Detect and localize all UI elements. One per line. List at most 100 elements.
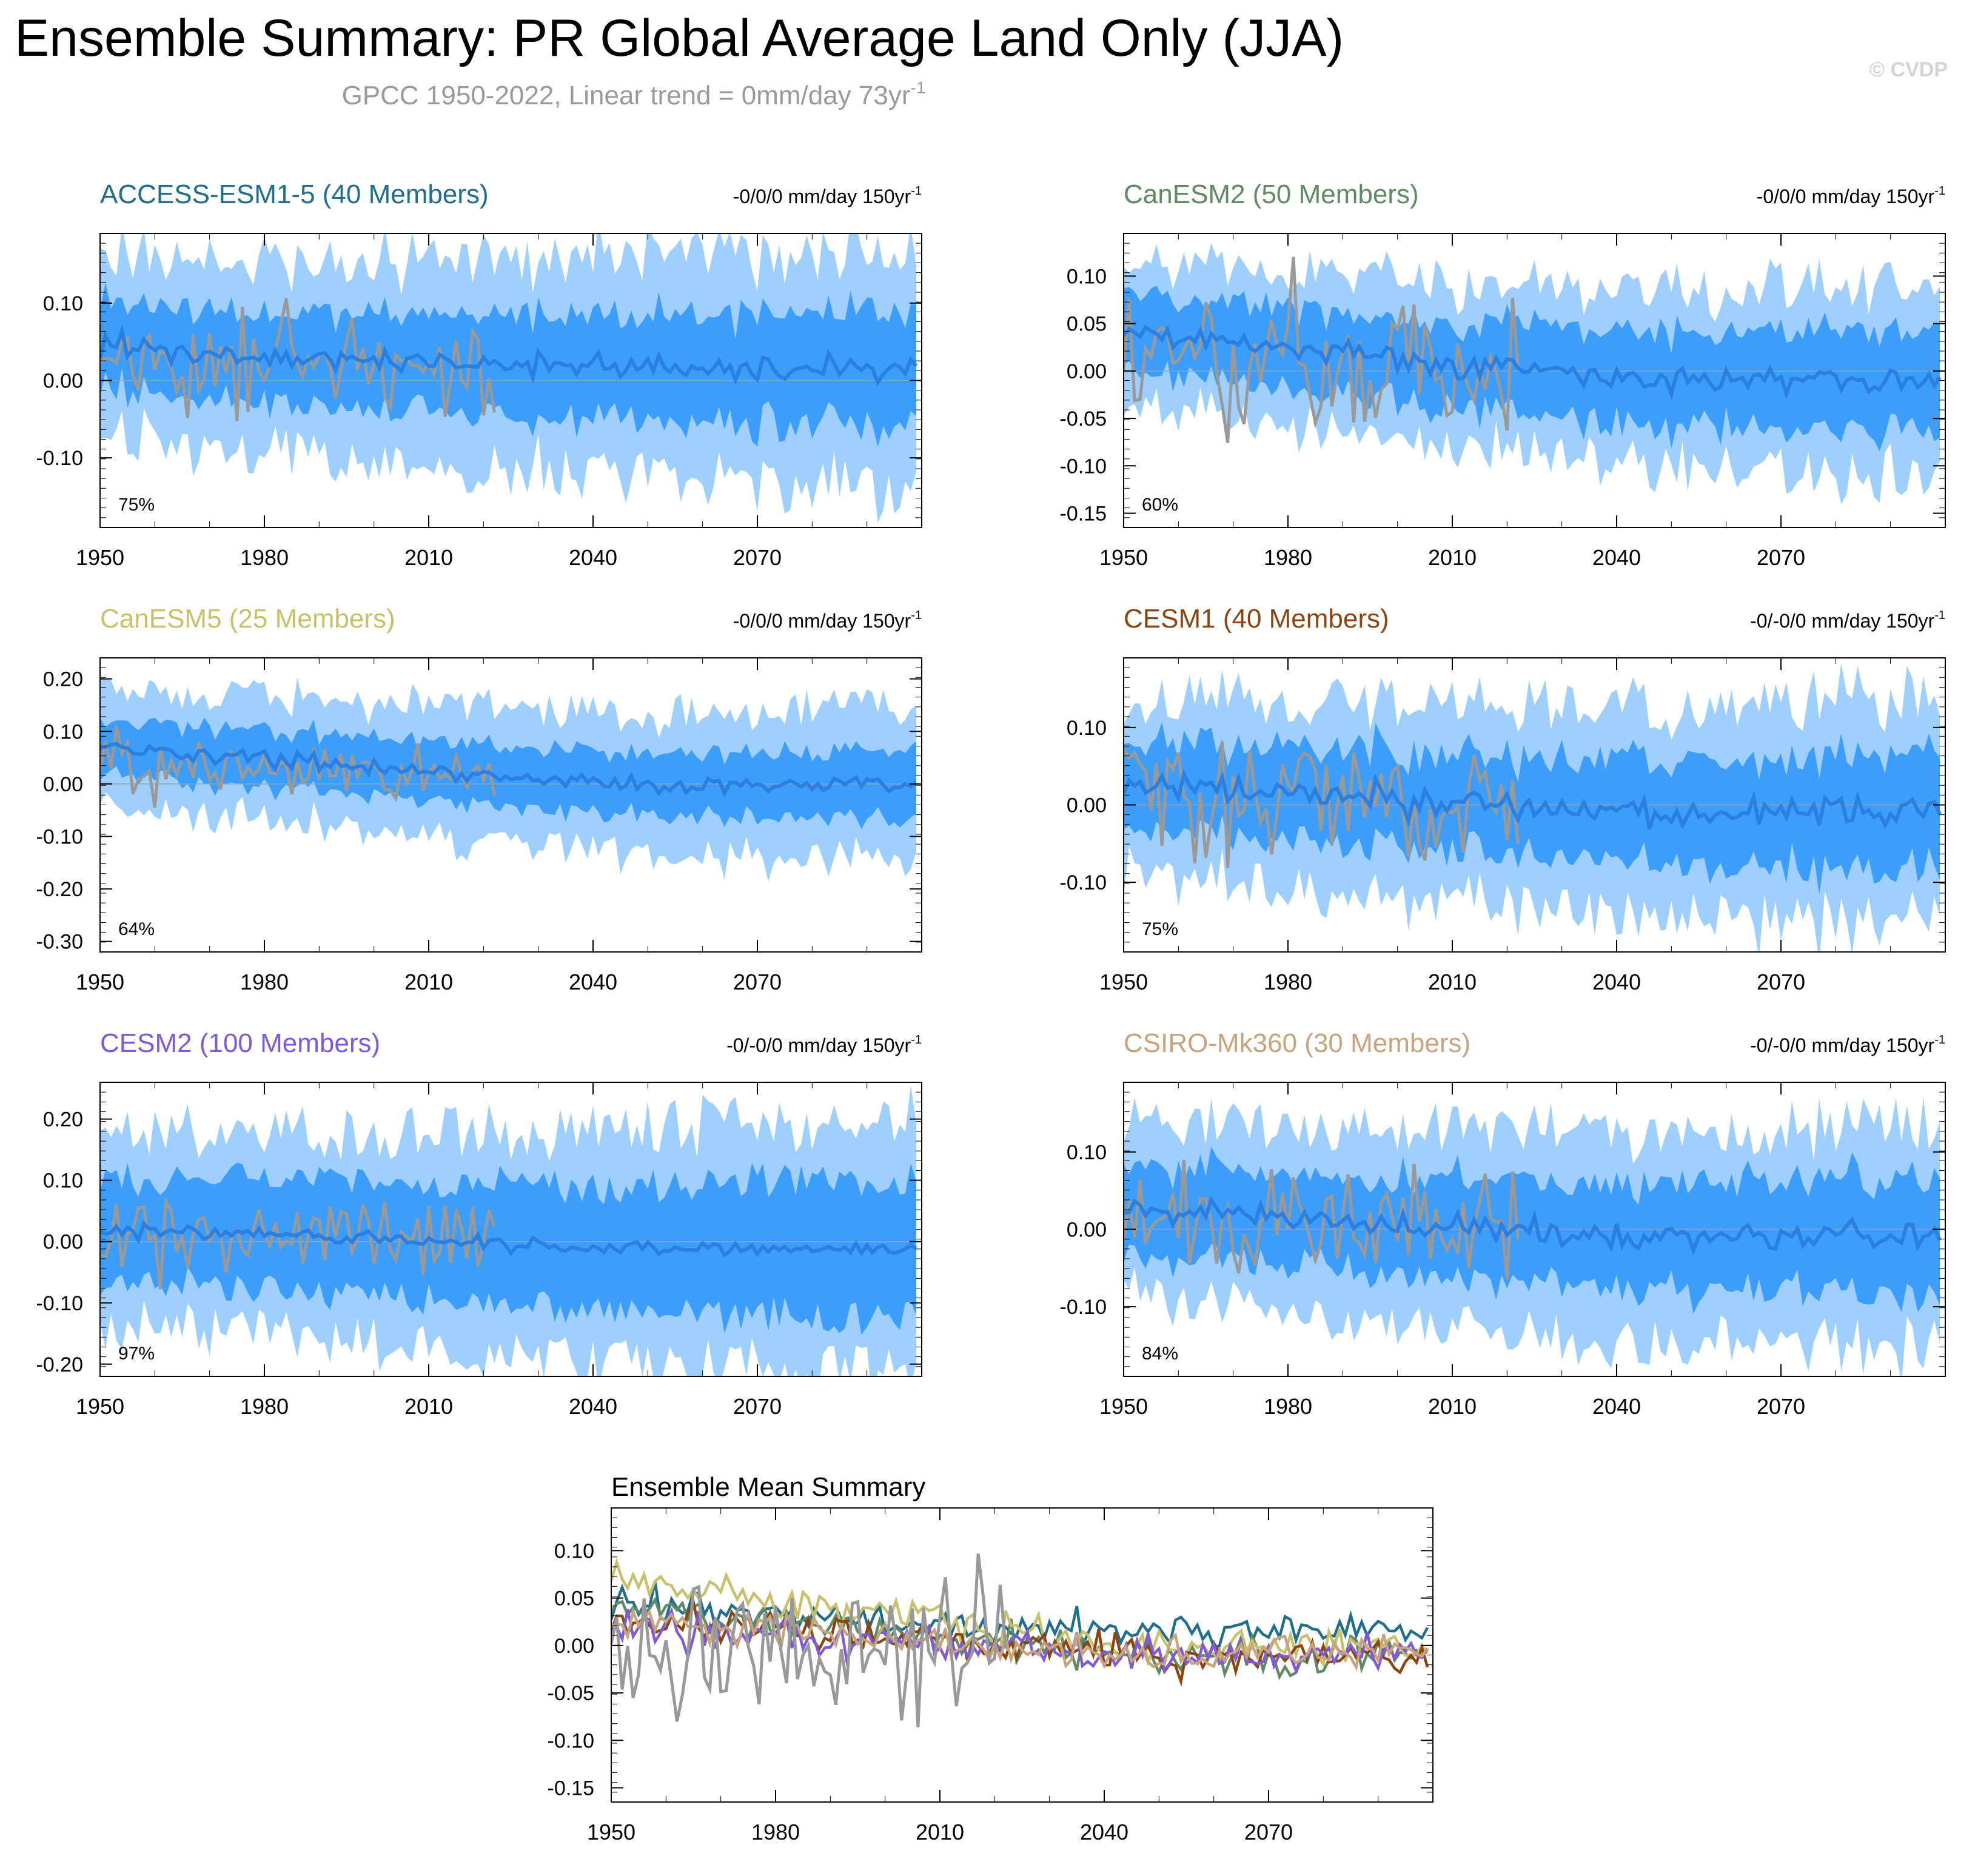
summary-line-csiro-mk360 — [611, 1606, 1429, 1672]
y-tick-label: 0.00 — [1067, 360, 1107, 383]
y-tick-label: -0.10 — [1060, 455, 1107, 478]
x-tick-label: 2040 — [569, 970, 617, 994]
panel-percent-label: 97% — [118, 1344, 155, 1364]
x-tick-label: 1980 — [240, 545, 289, 570]
x-tick-label: 2070 — [1757, 545, 1805, 570]
x-tick-label: 1980 — [240, 1394, 289, 1419]
figure-subtitle-text: GPCC 1950-2022, Linear trend = 0mm/day 7… — [342, 81, 911, 110]
y-tick-label: -0.20 — [36, 1353, 84, 1376]
panel-trend-sup: -1 — [1934, 609, 1945, 622]
y-tick-label: 0.00 — [43, 370, 83, 393]
y-tick-label: 0.00 — [1067, 794, 1107, 817]
x-tick-label: 2040 — [1080, 1820, 1128, 1844]
x-tick-label: 2070 — [733, 970, 782, 994]
y-tick-label: 0.10 — [1067, 1141, 1107, 1164]
panels-layer: 0.10 0.00 -0.10 1950 1980 2010 2040 2070 ACCESS-… — [36, 179, 1946, 1844]
x-tick-label: 1980 — [751, 1820, 800, 1844]
y-tick-label: 0.00 — [43, 1231, 83, 1254]
y-tick-label: -0.10 — [36, 1292, 84, 1315]
y-tick-label: -0.10 — [36, 447, 84, 470]
x-tick-label: 2010 — [404, 970, 453, 994]
panel-trend-sup: -1 — [1934, 1033, 1945, 1047]
panel-percent-label: 60% — [1142, 495, 1178, 515]
y-tick-label: 0.05 — [1067, 313, 1107, 336]
x-tick-label: 2070 — [733, 545, 782, 570]
y-tick-label: 0.00 — [554, 1635, 594, 1658]
x-tick-label: 1950 — [1099, 545, 1148, 570]
panel-plot-area-3 — [1124, 663, 1945, 952]
panel-trend-sup: -1 — [911, 184, 922, 198]
y-tick-label: -0.10 — [1060, 871, 1107, 894]
x-tick-label: 2070 — [1757, 970, 1805, 994]
ensemble-mean-line — [100, 324, 918, 387]
y-tick-label: 0.00 — [1067, 1219, 1107, 1242]
y-tick-label: -0.10 — [1060, 1296, 1107, 1319]
panel-trend-label: -0/0/0 mm/day 150yr-1 — [733, 609, 922, 632]
panel-title: CESM1 (40 Members) — [1124, 604, 1389, 634]
y-tick-label: -0.20 — [36, 878, 84, 901]
x-tick-label: 1980 — [1264, 1394, 1312, 1419]
panel-trend-text: -0/0/0 mm/day 150yr — [733, 610, 911, 632]
panel-trend-text: -0/-0/0 mm/day 150yr — [1750, 1034, 1934, 1056]
inner-spread-band — [100, 282, 916, 447]
panel-trend-text: -0/0/0 mm/day 150yr — [733, 186, 911, 207]
x-tick-label: 1950 — [76, 970, 124, 994]
x-tick-label: 2040 — [569, 1394, 617, 1419]
panel-title: CSIRO-Mk360 (30 Members) — [1124, 1028, 1470, 1058]
x-tick-label: 2040 — [1592, 1394, 1641, 1419]
panel-trend-sup: -1 — [1934, 184, 1945, 198]
x-tick-label: 1950 — [1099, 1394, 1148, 1419]
y-tick-label: -0.05 — [548, 1682, 595, 1705]
summary-title: Ensemble Mean Summary — [611, 1472, 925, 1502]
x-tick-label: 2070 — [733, 1394, 782, 1419]
ensemble-mean-line — [1124, 768, 1942, 830]
y-tick-label: -0.10 — [36, 825, 84, 848]
panel-percent-label: 84% — [1142, 1344, 1178, 1364]
panel-trend-label: -0/0/0 mm/day 150yr-1 — [733, 184, 922, 207]
y-tick-label: -0.15 — [1060, 503, 1107, 526]
y-tick-label: 0.10 — [554, 1539, 594, 1563]
observed-gpcc-line — [1124, 742, 1520, 868]
summary-line-canesm5 — [611, 1557, 1429, 1668]
panel-percent-label: 64% — [118, 919, 155, 939]
observed-gpcc-line — [100, 1196, 496, 1290]
x-tick-label: 1980 — [240, 970, 289, 994]
panel-trend-text: -0/0/0 mm/day 150yr — [1757, 186, 1935, 207]
summary-line-gpcc — [611, 1553, 1007, 1727]
panel-plot-area-4 — [100, 1085, 922, 1376]
y-tick-label: 0.10 — [43, 1170, 83, 1193]
y-tick-label: 0.00 — [43, 773, 83, 796]
x-tick-label: 2010 — [916, 1820, 964, 1844]
panel-plot-area-5 — [1124, 1097, 1945, 1376]
y-tick-label: 0.20 — [43, 668, 83, 691]
panel-trend-text: -0/-0/0 mm/day 150yr — [726, 1034, 911, 1056]
ensemble-mean-line — [100, 742, 917, 798]
panel-trend-text: -0/-0/0 mm/day 150yr — [1750, 610, 1934, 632]
panel-percent-label: 75% — [118, 495, 155, 515]
x-tick-label: 1950 — [1099, 970, 1148, 994]
x-tick-label: 2040 — [569, 545, 617, 570]
x-tick-label: 2010 — [1428, 545, 1477, 570]
inner-spread-band — [1124, 1147, 1940, 1314]
ensemble-mean-line — [1124, 1196, 1942, 1256]
panel-plot-area-2 — [100, 675, 922, 882]
y-tick-label: 0.05 — [554, 1587, 594, 1610]
x-tick-label: 1950 — [76, 1394, 124, 1419]
x-tick-label: 2010 — [1428, 1394, 1477, 1419]
inner-spread-band — [100, 717, 916, 829]
x-tick-label: 1950 — [587, 1820, 635, 1844]
panel-trend-label: -0/0/0 mm/day 150yr-1 — [1757, 184, 1945, 207]
x-tick-label: 1980 — [1264, 545, 1312, 570]
x-tick-label: 2040 — [1592, 545, 1641, 570]
y-tick-label: 0.10 — [1067, 265, 1107, 288]
panel-trend-sup: -1 — [911, 1033, 922, 1047]
panel-title: CanESM2 (50 Members) — [1124, 179, 1419, 209]
y-tick-label: -0.15 — [548, 1777, 595, 1800]
x-tick-label: 2040 — [1592, 970, 1641, 994]
y-tick-label: -0.30 — [36, 931, 84, 954]
x-tick-label: 1980 — [1264, 970, 1312, 994]
y-tick-label: -0.05 — [1060, 407, 1107, 430]
y-tick-label: 0.10 — [43, 720, 83, 743]
y-tick-label: 0.10 — [43, 292, 83, 315]
